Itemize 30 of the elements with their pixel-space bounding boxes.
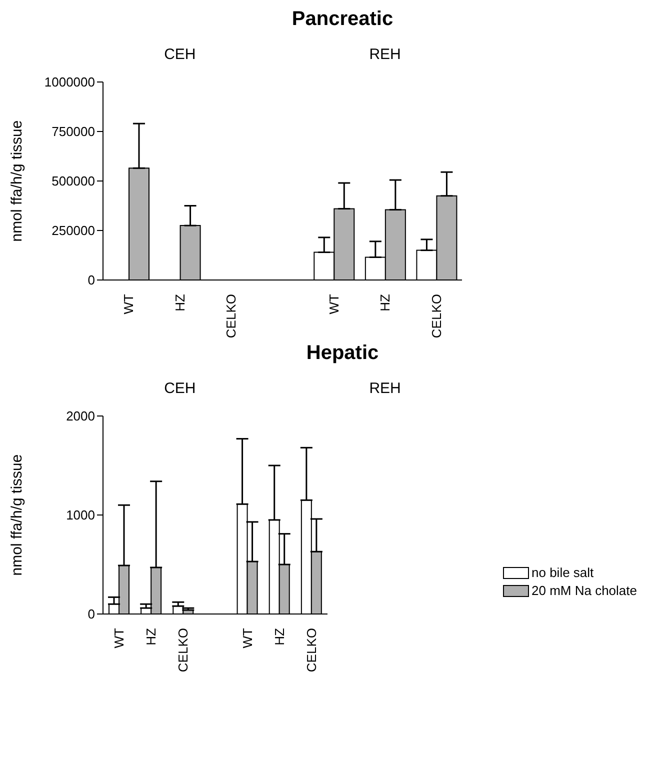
y-tick-label: 0 [88, 606, 95, 622]
x-tick-label: CELKO [224, 294, 239, 338]
text: REH [368, 46, 402, 63]
text: REH [368, 380, 402, 397]
y-axis-title: nmol ffa/h/g tissue [8, 454, 26, 576]
y-tick-label: 750000 [52, 124, 95, 140]
x-tick-label: WT [112, 628, 127, 648]
legend-label: 20 mM Na cholate [532, 583, 637, 598]
y-tick-label: 0 [88, 272, 95, 288]
x-tick-label: WT [240, 628, 255, 648]
x-tick-label: HZ [272, 628, 287, 646]
x-tick-label: CELKO [176, 628, 191, 672]
y-axis-title: nmol ffa/h/g tissue [8, 120, 26, 242]
x-tick-label: HZ [378, 294, 393, 312]
y-tick-label: 500000 [52, 174, 95, 189]
x-tick-label: WT [121, 294, 136, 314]
x-tick-label: HZ [172, 294, 188, 312]
x-tick-label: WT [326, 294, 342, 314]
legend-label: no bile salt [532, 565, 594, 580]
y-tick-label: 2000 [66, 408, 95, 424]
y-tick-label: 1000000 [44, 74, 95, 90]
x-tick-label: CELKO [304, 628, 319, 672]
y-tick-label: 250000 [52, 223, 95, 238]
text: CEH [163, 46, 197, 63]
chart-title: Hepatic [305, 342, 380, 366]
chart-title: Pancreatic [290, 8, 394, 32]
x-tick-label: CELKO [428, 294, 444, 338]
y-tick-label: 1000 [66, 508, 95, 523]
x-tick-label: HZ [144, 628, 159, 646]
text: CEH [163, 380, 197, 397]
